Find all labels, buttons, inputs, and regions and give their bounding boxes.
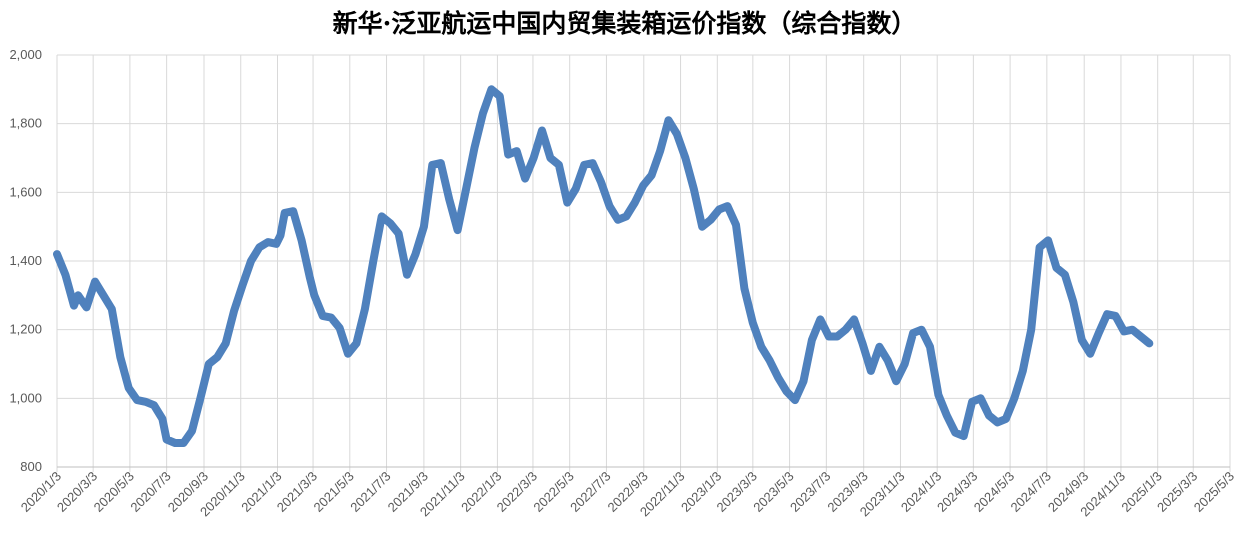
x-tick-label: 2024/7/3: [1008, 469, 1054, 515]
y-tick-label: 1,800: [9, 116, 42, 131]
x-tick-label: 2021/7/3: [347, 469, 393, 515]
y-tick-label: 1,200: [9, 322, 42, 337]
x-tick-label: 2025/5/3: [1191, 469, 1237, 515]
y-axis-tick-labels: 800 1,000 1,200 1,400 1,600 1,800 2,000: [9, 47, 42, 474]
y-tick-label: 800: [20, 459, 42, 474]
y-tick-label: 2,000: [9, 47, 42, 62]
x-axis-tick-labels: 2020/1/32020/3/32020/5/32020/7/32020/9/3…: [18, 469, 1237, 520]
x-tick-label: 2020/7/3: [127, 469, 173, 515]
x-tick-label: 2022/7/3: [567, 469, 613, 515]
series-layer: [53, 85, 1154, 447]
x-tick-label: 2023/7/3: [787, 469, 833, 515]
series-line: [53, 85, 1154, 447]
chart-title: 新华·泛亚航运中国内贸集装箱运价指数（综合指数）: [332, 9, 917, 38]
y-tick-label: 1,000: [9, 390, 42, 405]
y-tick-label: 1,600: [9, 184, 42, 199]
y-tick-label: 1,400: [9, 253, 42, 268]
